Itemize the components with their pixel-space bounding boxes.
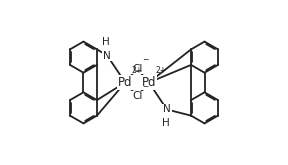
Text: 2+: 2+ (155, 66, 166, 75)
Text: Cl: Cl (132, 91, 142, 101)
Text: N: N (163, 104, 171, 115)
Text: Pd: Pd (118, 76, 132, 89)
Text: H: H (103, 36, 110, 47)
Text: H: H (162, 118, 170, 129)
Text: 2+: 2+ (131, 66, 143, 75)
Text: −: − (143, 82, 149, 92)
Text: Cl: Cl (132, 64, 142, 74)
Text: −: − (143, 55, 149, 64)
Text: Pd: Pd (142, 76, 156, 89)
Text: N: N (103, 50, 111, 61)
